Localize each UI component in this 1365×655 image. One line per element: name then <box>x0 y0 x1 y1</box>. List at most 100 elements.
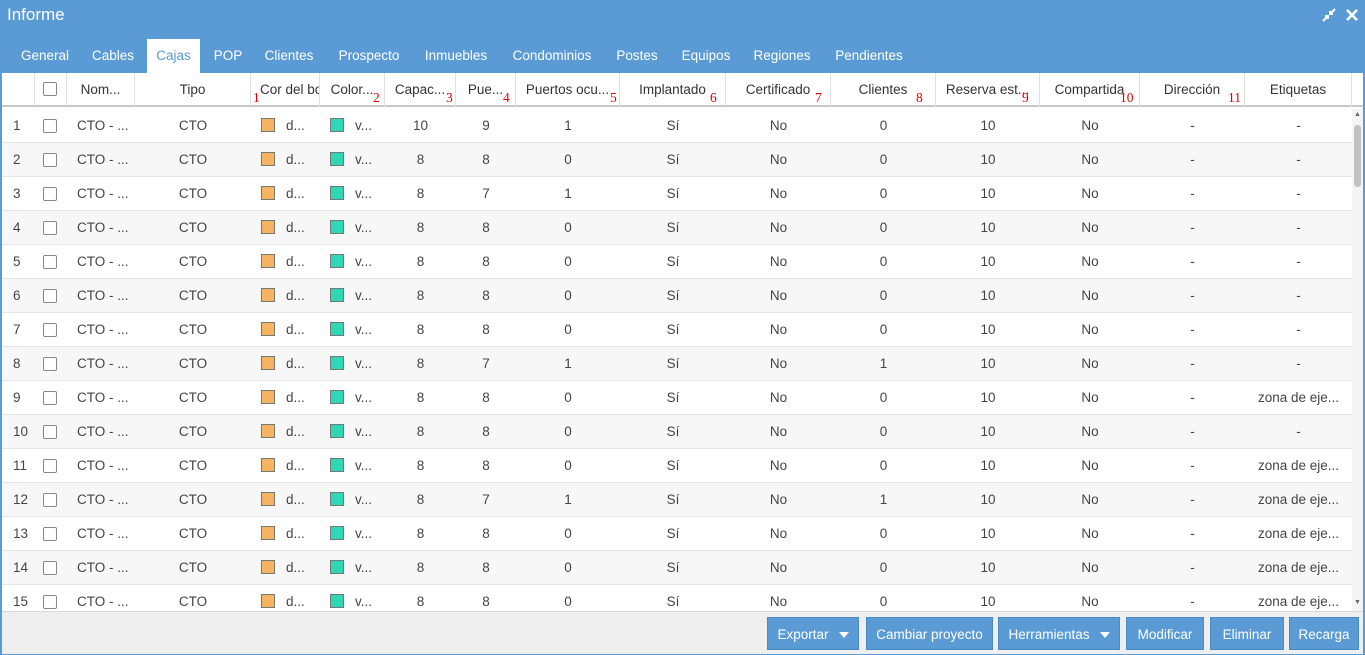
row-checkbox[interactable] <box>43 153 57 167</box>
cell-dir: - <box>1190 560 1195 575</box>
export-button[interactable]: Exportar <box>767 617 859 650</box>
row-checkbox[interactable] <box>43 425 57 439</box>
row-checkbox[interactable] <box>43 459 57 473</box>
row-checkbox[interactable] <box>43 527 57 541</box>
row-number: 8 <box>13 356 21 371</box>
table-row[interactable]: 15 CTO - ... CTO d... v... 8 8 0 Sí No 0 10 No - zona … <box>2 585 1352 611</box>
row-number: 11 <box>13 458 28 473</box>
cell-cli: 1 <box>879 492 888 507</box>
column-header[interactable]: Puertos ocu... 5 <box>516 73 620 107</box>
cell-etq: zona de eje... <box>1257 594 1340 609</box>
tab-cajas[interactable]: Cajas <box>147 39 200 73</box>
column-header-label: Color... <box>330 82 374 97</box>
reload-button[interactable]: Recarga <box>1289 617 1359 650</box>
header-select <box>35 73 67 107</box>
tab-pop[interactable]: POP <box>213 48 243 63</box>
column-header[interactable]: Pue... 4 <box>456 73 516 107</box>
table-row[interactable]: 9 CTO - ... CTO d... v... 8 8 0 Sí No 0 10 No - zona d… <box>2 381 1352 415</box>
cell-cli: 0 <box>879 152 888 167</box>
delete-button[interactable]: Eliminar <box>1210 617 1284 650</box>
tab-pendientes[interactable]: Pendientes <box>835 48 903 63</box>
color-swatch <box>261 560 275 574</box>
table-row[interactable]: 2 CTO - ... CTO d... v... 8 8 0 Sí No 0 10 No - - <box>2 143 1352 177</box>
table-row[interactable]: 8 CTO - ... CTO d... v... 8 7 1 Sí No 1 10 No - - <box>2 347 1352 381</box>
color-label: d... <box>286 458 305 473</box>
cell-nombre: CTO - ... <box>77 186 129 201</box>
close-icon[interactable] <box>1344 7 1360 23</box>
table-row[interactable]: 13 CTO - ... CTO d... v... 8 8 0 Sí No 0 10 No - zona … <box>2 517 1352 551</box>
tab-postes[interactable]: Postes <box>616 48 658 63</box>
cell-c2: v... <box>320 585 385 611</box>
compress-icon[interactable] <box>1321 7 1337 23</box>
cell-capac: 8 <box>416 594 425 609</box>
color-label: d... <box>286 220 305 235</box>
color-swatch <box>330 322 344 336</box>
row-checkbox[interactable] <box>43 187 57 201</box>
table-row[interactable]: 7 CTO - ... CTO d... v... 8 8 0 Sí No 0 10 No - - <box>2 313 1352 347</box>
column-header[interactable]: Reserva est... 9 <box>936 73 1040 107</box>
column-header[interactable]: Compartida 10 <box>1040 73 1140 107</box>
scroll-down-icon[interactable]: ▼ <box>1354 599 1361 606</box>
row-checkbox[interactable] <box>43 391 57 405</box>
column-header[interactable]: Nom... <box>67 73 135 107</box>
table-row[interactable]: 1 CTO - ... CTO d... v... 10 9 1 Sí No 0 10 No - - <box>2 109 1352 143</box>
row-checkbox[interactable] <box>43 221 57 235</box>
scroll-thumb[interactable] <box>1354 125 1361 187</box>
grid-header: Nom... Tipo Cor del bo 1 Color... 2 Capac... 3 P… <box>2 73 1363 107</box>
tools-label: Herramientas <box>1008 627 1090 642</box>
row-checkbox[interactable] <box>43 493 57 507</box>
cell-capac: 8 <box>416 356 425 371</box>
cell-c1: d... <box>251 279 320 313</box>
cell-cli: 0 <box>879 254 888 269</box>
change-project-button[interactable]: Cambiar proyecto <box>866 617 993 650</box>
column-header-label: Puertos ocu... <box>525 82 610 97</box>
tab-clientes[interactable]: Clientes <box>264 48 314 63</box>
table-row[interactable]: 11 CTO - ... CTO d... v... 8 8 0 Sí No 0 10 No - zona … <box>2 449 1352 483</box>
row-checkbox[interactable] <box>43 255 57 269</box>
table-row[interactable]: 10 CTO - ... CTO d... v... 8 8 0 Sí No 0 10 No - - <box>2 415 1352 449</box>
table-row[interactable]: 14 CTO - ... CTO d... v... 8 8 0 Sí No 0 10 No - zona … <box>2 551 1352 585</box>
column-header[interactable]: Dirección 11 <box>1140 73 1245 107</box>
row-checkbox[interactable] <box>43 595 57 609</box>
row-checkbox[interactable] <box>43 561 57 575</box>
column-header[interactable]: Cor del bo 1 <box>251 73 320 107</box>
column-header-label: Certificado <box>745 82 811 97</box>
table-row[interactable]: 12 CTO - ... CTO d... v... 8 7 1 Sí No 1 10 No - zona … <box>2 483 1352 517</box>
column-header[interactable]: Certificado 7 <box>726 73 831 107</box>
modify-button[interactable]: Modificar <box>1126 617 1204 650</box>
column-header[interactable]: Etiquetas <box>1245 73 1352 107</box>
tab-general[interactable]: General <box>20 48 70 63</box>
vertical-scrollbar[interactable]: ▲ ▼ <box>1352 109 1363 611</box>
row-checkbox[interactable] <box>43 357 57 371</box>
cell-cli: 0 <box>879 560 888 575</box>
select-all-checkbox[interactable] <box>43 82 57 96</box>
row-checkbox[interactable] <box>43 323 57 337</box>
table-row[interactable]: 3 CTO - ... CTO d... v... 8 7 1 Sí No 0 10 No - - <box>2 177 1352 211</box>
tab-cables[interactable]: Cables <box>91 48 135 63</box>
tab-equipos[interactable]: Equipos <box>681 48 731 63</box>
cell-ocu: 0 <box>564 594 572 609</box>
table-row[interactable]: 4 CTO - ... CTO d... v... 8 8 0 Sí No 0 10 No - - <box>2 211 1352 245</box>
tools-button[interactable]: Herramientas <box>998 617 1120 650</box>
column-header[interactable]: Clientes 8 <box>831 73 936 107</box>
cell-capac: 8 <box>416 186 425 201</box>
cell-capac: 8 <box>416 560 425 575</box>
tab-condominios[interactable]: Condominios <box>512 48 592 63</box>
cell-comp: No <box>1081 220 1099 235</box>
row-checkbox[interactable] <box>43 119 57 133</box>
column-header[interactable]: Color... 2 <box>320 73 385 107</box>
column-header[interactable]: Implantado 6 <box>620 73 726 107</box>
report-grid: Nom... Tipo Cor del bo 1 Color... 2 Capac... 3 P… <box>2 73 1363 611</box>
column-header[interactable]: Capac... 3 <box>385 73 456 107</box>
cell-dir: - <box>1190 152 1195 167</box>
scroll-up-icon[interactable]: ▲ <box>1354 111 1361 118</box>
tab-regiones[interactable]: Regiones <box>753 48 811 63</box>
tab-inmuebles[interactable]: Inmuebles <box>424 48 488 63</box>
row-checkbox[interactable] <box>43 289 57 303</box>
column-header[interactable]: Tipo <box>135 73 251 107</box>
table-row[interactable]: 6 CTO - ... CTO d... v... 8 8 0 Sí No 0 10 No - - <box>2 279 1352 313</box>
cell-comp: No <box>1081 390 1099 405</box>
cell-c1: d... <box>251 381 320 415</box>
tab-prospecto[interactable]: Prospecto <box>338 48 400 63</box>
table-row[interactable]: 5 CTO - ... CTO d... v... 8 8 0 Sí No 0 10 No - - <box>2 245 1352 279</box>
